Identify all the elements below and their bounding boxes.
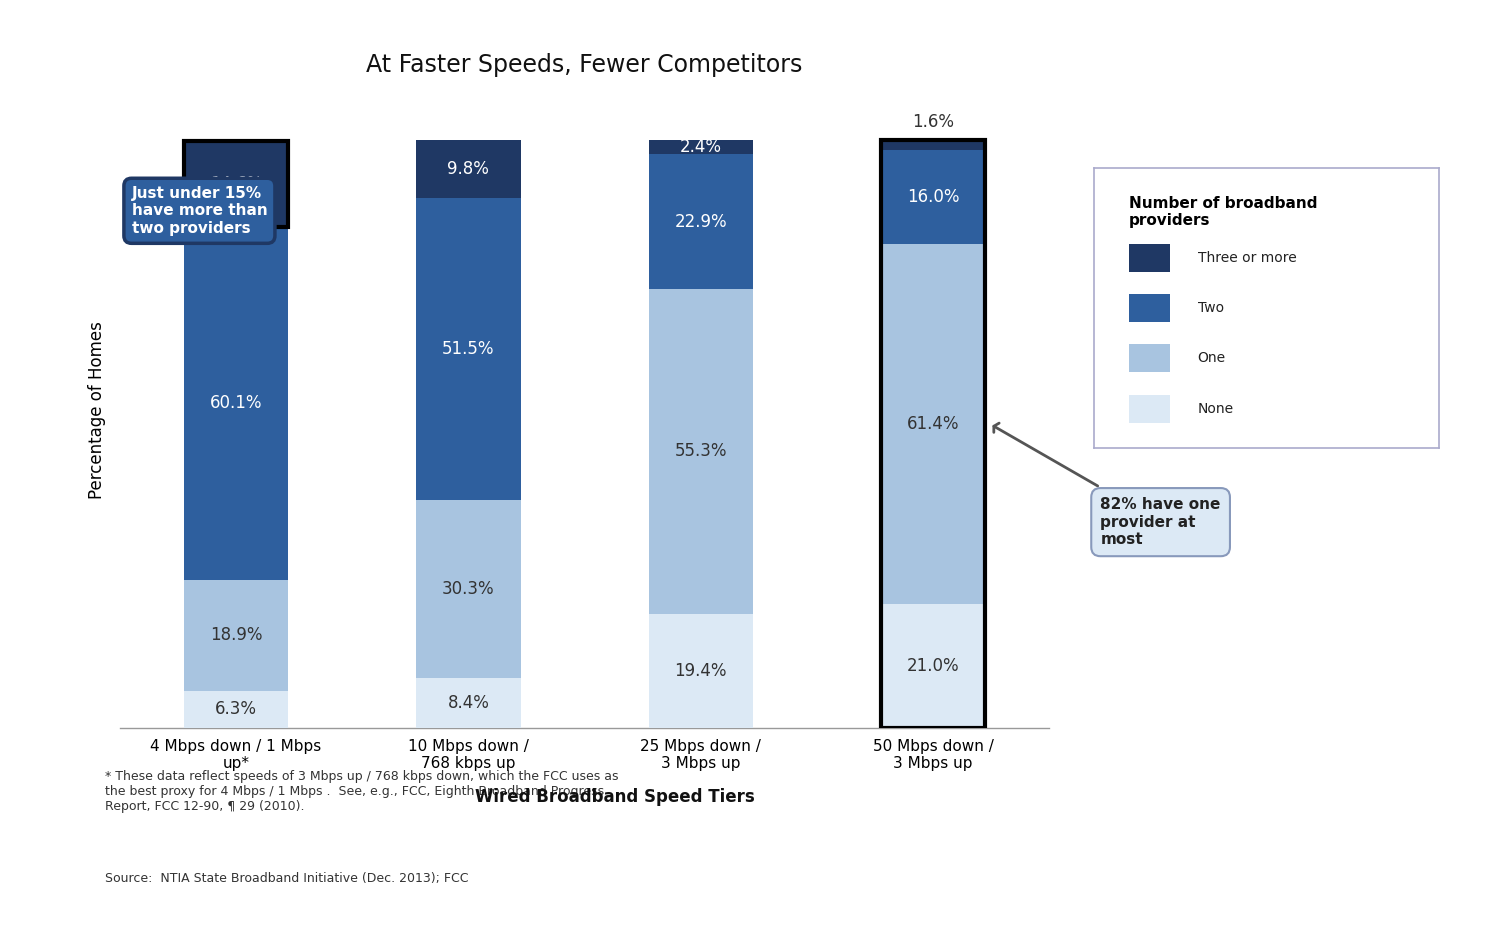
- Text: None: None: [1198, 401, 1234, 416]
- Text: One: One: [1198, 351, 1226, 366]
- Text: 9.8%: 9.8%: [448, 160, 489, 178]
- Bar: [649, 140, 752, 154]
- Text: Just under 15%
have more than
two providers: Just under 15% have more than two provid…: [132, 186, 267, 236]
- Text: 14.6%: 14.6%: [210, 174, 262, 193]
- Bar: [184, 579, 288, 690]
- Text: 21.0%: 21.0%: [907, 657, 959, 675]
- Text: 16.0%: 16.0%: [907, 188, 959, 205]
- Bar: [881, 140, 985, 149]
- Bar: [881, 140, 985, 728]
- Bar: [649, 614, 752, 728]
- Bar: [184, 690, 288, 728]
- Text: 82% have one
provider at
most: 82% have one provider at most: [994, 423, 1220, 547]
- Text: 22.9%: 22.9%: [675, 213, 727, 230]
- Bar: [184, 227, 288, 579]
- FancyBboxPatch shape: [1129, 344, 1171, 372]
- Bar: [881, 149, 985, 244]
- Bar: [881, 244, 985, 605]
- Text: * These data reflect speeds of 3 Mbps up / 768 kbps down, which the FCC uses as
: * These data reflect speeds of 3 Mbps up…: [105, 770, 619, 813]
- Text: 19.4%: 19.4%: [675, 661, 727, 680]
- Text: Three or more: Three or more: [1198, 250, 1297, 265]
- Text: 18.9%: 18.9%: [210, 626, 262, 644]
- Bar: [417, 678, 520, 728]
- FancyBboxPatch shape: [1129, 294, 1171, 322]
- Text: 6.3%: 6.3%: [214, 701, 258, 718]
- Text: 60.1%: 60.1%: [210, 394, 262, 412]
- Title: At Faster Speeds, Fewer Competitors: At Faster Speeds, Fewer Competitors: [366, 53, 803, 77]
- Text: 61.4%: 61.4%: [907, 415, 959, 433]
- Bar: [649, 154, 752, 289]
- Bar: [417, 198, 520, 500]
- FancyBboxPatch shape: [1129, 395, 1171, 423]
- Text: 8.4%: 8.4%: [448, 694, 489, 712]
- Text: Number of broadband
providers: Number of broadband providers: [1129, 196, 1318, 229]
- Bar: [184, 141, 288, 227]
- Text: 2.4%: 2.4%: [679, 138, 723, 157]
- Bar: [881, 605, 985, 728]
- Text: 1.6%: 1.6%: [911, 114, 955, 132]
- Bar: [649, 289, 752, 614]
- Bar: [417, 500, 520, 678]
- Text: Wired Broadband Speed Tiers: Wired Broadband Speed Tiers: [475, 788, 754, 806]
- Text: 55.3%: 55.3%: [675, 442, 727, 460]
- Bar: [417, 140, 520, 198]
- Bar: [184, 141, 288, 227]
- FancyBboxPatch shape: [1129, 244, 1171, 272]
- Text: 30.3%: 30.3%: [442, 580, 495, 598]
- Text: Two: Two: [1198, 300, 1223, 315]
- Y-axis label: Percentage of Homes: Percentage of Homes: [88, 322, 106, 499]
- Text: 51.5%: 51.5%: [442, 341, 495, 358]
- Text: Source:  NTIA State Broadband Initiative (Dec. 2013); FCC: Source: NTIA State Broadband Initiative …: [105, 872, 468, 885]
